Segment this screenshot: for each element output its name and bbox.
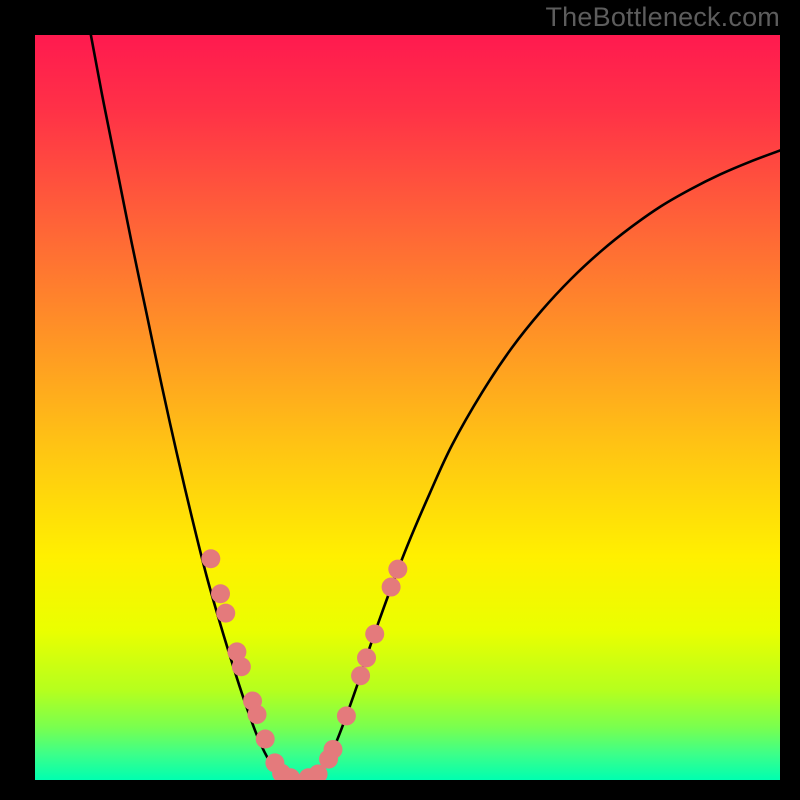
watermark-text: TheBottleneck.com <box>545 2 780 33</box>
data-marker <box>324 740 343 759</box>
plot-area <box>35 35 780 780</box>
gradient-background <box>35 35 780 780</box>
data-marker <box>248 705 267 724</box>
data-marker <box>365 624 384 643</box>
data-marker <box>351 666 370 685</box>
data-marker <box>337 706 356 725</box>
data-marker <box>201 549 220 568</box>
data-marker <box>382 578 401 597</box>
data-marker <box>388 560 407 579</box>
data-marker <box>216 604 235 623</box>
data-marker <box>211 584 230 603</box>
data-marker <box>232 657 251 676</box>
data-marker <box>357 648 376 667</box>
chart-svg <box>35 35 780 780</box>
data-marker <box>256 730 275 749</box>
